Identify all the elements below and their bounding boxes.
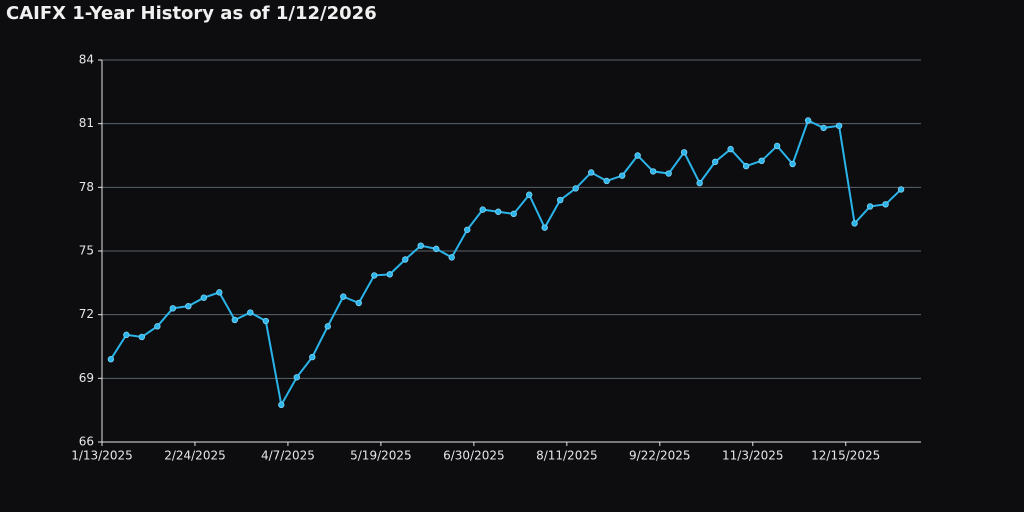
point: [634, 152, 641, 159]
point: [789, 160, 796, 168]
point: [742, 162, 750, 170]
x-tick-label: 5/19/2025: [350, 449, 412, 463]
point: [386, 271, 393, 278]
point: [897, 186, 905, 193]
point: [324, 323, 331, 330]
point: [231, 316, 239, 324]
y-tick-label: 78: [79, 180, 94, 194]
point: [727, 145, 734, 153]
point: [262, 317, 269, 325]
point: [355, 299, 362, 307]
x-tick-label: 12/15/2025: [811, 449, 880, 463]
point: [123, 331, 130, 339]
point: [433, 245, 440, 253]
point: [479, 206, 486, 213]
point: [448, 254, 455, 261]
x-tick-label: 1/13/2025: [71, 449, 133, 463]
point: [680, 149, 688, 156]
point: [216, 289, 223, 296]
point: [402, 256, 409, 263]
y-tick-label: 66: [79, 435, 94, 449]
y-tick-label: 81: [79, 116, 94, 130]
point: [618, 172, 626, 179]
point: [464, 226, 471, 233]
point: [649, 168, 657, 175]
point: [510, 210, 517, 218]
point: [773, 142, 781, 150]
point: [371, 272, 378, 279]
point: [572, 185, 579, 192]
chart-title: CAIFX 1-Year History as of 1/12/2026: [6, 3, 377, 24]
point: [340, 293, 347, 300]
point: [804, 117, 812, 124]
point: [835, 122, 843, 129]
point: [541, 224, 548, 231]
point: [278, 401, 285, 409]
point: [154, 323, 161, 330]
point: [587, 169, 595, 176]
point: [696, 179, 703, 187]
point: [882, 201, 889, 208]
y-tick-label: 72: [79, 307, 94, 321]
point: [495, 208, 502, 215]
point: [526, 191, 533, 198]
point: [866, 203, 874, 210]
x-tick-label: 8/11/2025: [536, 449, 598, 463]
point: [820, 124, 827, 132]
x-tick-label: 4/7/2025: [261, 449, 315, 463]
point: [293, 374, 300, 381]
line: [110, 119, 902, 408]
x-tick-label: 6/30/2025: [443, 449, 505, 463]
point: [200, 294, 208, 301]
point: [556, 196, 564, 204]
point: [851, 220, 858, 227]
x-tick-label: 11/3/2025: [722, 449, 784, 463]
point: [309, 353, 316, 361]
x-tick-label: 2/24/2025: [164, 449, 226, 463]
x-tick-label: 9/22/2025: [629, 449, 691, 463]
point: [185, 302, 192, 310]
y-tick-label: 84: [79, 53, 94, 67]
point: [138, 333, 146, 341]
point: [711, 158, 719, 166]
point: [247, 309, 254, 316]
point: [603, 177, 610, 185]
point: [169, 305, 177, 312]
point: [107, 356, 115, 363]
point: [417, 242, 424, 249]
point: [665, 170, 672, 177]
point: [758, 157, 765, 165]
y-tick-label: 69: [79, 371, 94, 385]
y-tick-label: 75: [79, 244, 94, 258]
